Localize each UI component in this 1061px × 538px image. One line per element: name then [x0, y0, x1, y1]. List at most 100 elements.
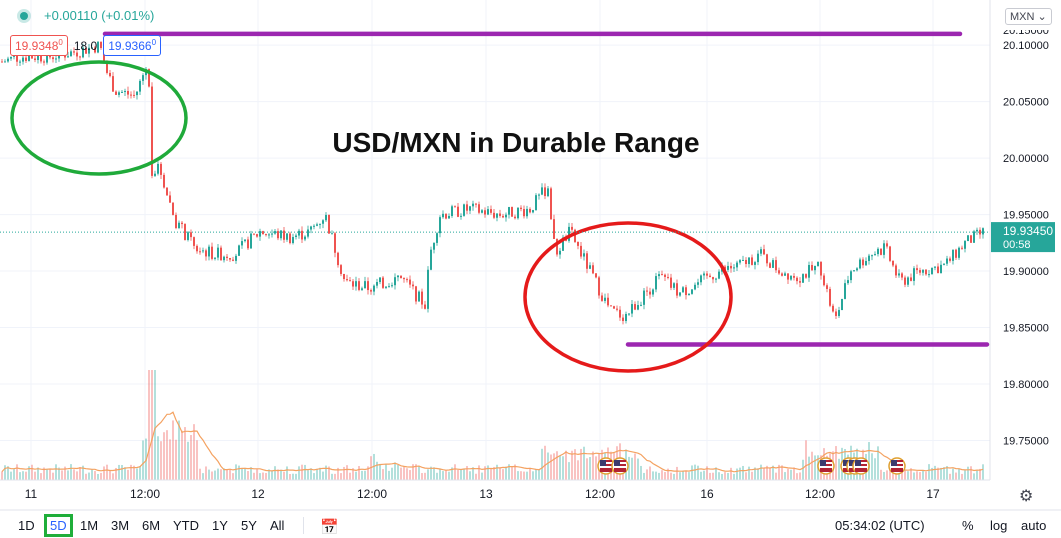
- volume-bar: [358, 466, 360, 480]
- candle-body: [868, 255, 870, 261]
- volume-bar: [361, 470, 363, 480]
- candle-body: [205, 250, 207, 257]
- candle-body: [355, 281, 357, 287]
- candle-body: [529, 208, 531, 213]
- volume-bar: [337, 467, 339, 480]
- us-flag-event-icon[interactable]: [597, 457, 615, 475]
- volume-bar: [922, 470, 924, 480]
- volume-bar: [745, 472, 747, 480]
- candle-body: [346, 279, 348, 281]
- candle-body: [82, 47, 84, 58]
- volume-bar: [763, 467, 765, 480]
- candle-body: [811, 265, 813, 271]
- candle-body: [322, 220, 324, 224]
- candle-body: [331, 233, 333, 235]
- flag-canton: [855, 460, 861, 466]
- candle-body: [367, 281, 369, 291]
- timeframe-5d[interactable]: 5D: [44, 514, 73, 537]
- candle-body: [112, 76, 114, 92]
- x-tick-label: 11: [25, 487, 38, 501]
- volume-bar: [421, 473, 423, 480]
- y-tick-label: 20.00000: [1003, 153, 1049, 165]
- us-flag-event-icon[interactable]: [888, 457, 906, 475]
- candle-body: [601, 295, 603, 301]
- volume-bar: [706, 466, 708, 480]
- auto-toggle[interactable]: auto: [1021, 518, 1047, 533]
- currency-dropdown[interactable]: MXN ⌄: [1005, 8, 1052, 25]
- volume-bar: [946, 466, 948, 480]
- candle-body: [970, 235, 972, 243]
- candle-body: [580, 245, 582, 257]
- volume-bar: [355, 471, 357, 480]
- us-flag-event-icon[interactable]: [852, 457, 870, 475]
- volume-bar: [883, 471, 885, 480]
- timeframe-6m[interactable]: 6M: [142, 518, 161, 533]
- volume-bar: [301, 464, 303, 480]
- us-flag-event-icon[interactable]: [611, 457, 629, 475]
- candle-body: [421, 291, 423, 305]
- volume-bar: [352, 468, 354, 480]
- candle-body: [526, 208, 528, 217]
- candle-body: [394, 277, 396, 286]
- volume-bar: [304, 464, 306, 480]
- candle-body: [523, 209, 525, 217]
- timeframe-1m[interactable]: 1M: [80, 518, 99, 533]
- sell-button[interactable]: 19.93480: [10, 35, 68, 56]
- economic-event-icons[interactable]: [597, 457, 906, 475]
- chart-title: USD/MXN in Durable Range: [332, 127, 699, 158]
- candle-body: [151, 86, 153, 176]
- volume-bar: [499, 467, 501, 480]
- volume-bar: [502, 469, 504, 480]
- timeframe-5y[interactable]: 5Y: [241, 518, 257, 533]
- volume-bar: [442, 471, 444, 480]
- volume-bar: [367, 466, 369, 480]
- settings-gear-icon[interactable]: ⚙: [1019, 488, 1034, 505]
- us-flag-event-icon[interactable]: [817, 457, 835, 475]
- candle-body: [907, 277, 909, 285]
- volume-bar: [52, 472, 54, 480]
- volume-bar: [811, 451, 813, 480]
- candle-body: [673, 283, 675, 288]
- buy-button[interactable]: 19.93660: [103, 35, 162, 56]
- candlesticks: [1, 41, 984, 325]
- candle-body: [190, 232, 192, 238]
- volume-bar: [193, 424, 195, 480]
- candle-body: [499, 213, 501, 216]
- candle-body: [217, 247, 219, 258]
- candle-body: [34, 58, 36, 61]
- volume-bar: [592, 451, 594, 480]
- volume-bar: [493, 466, 495, 480]
- volume-bar: [127, 469, 129, 480]
- candle-body: [136, 91, 138, 96]
- volume-bar: [379, 463, 381, 480]
- candle-body: [661, 274, 663, 276]
- candle-body: [31, 55, 33, 59]
- volume-bar: [718, 472, 720, 480]
- date-range-icon[interactable]: 📅: [320, 519, 339, 536]
- candle-body: [97, 41, 99, 53]
- candle-body: [202, 250, 204, 252]
- candle-body: [157, 163, 159, 174]
- candle-body: [424, 304, 426, 309]
- candle-body: [817, 262, 819, 267]
- log-toggle[interactable]: log: [990, 518, 1008, 533]
- candle-body: [46, 50, 48, 63]
- timeframe-ytd[interactable]: YTD: [173, 518, 199, 533]
- candle-body: [43, 61, 45, 63]
- candle-body: [361, 288, 363, 290]
- percent-toggle[interactable]: %: [962, 518, 974, 533]
- annotation-ellipses: [10, 60, 733, 373]
- timeframe-3m[interactable]: 3M: [111, 518, 130, 533]
- volume-bar: [55, 464, 57, 480]
- volume-bar: [163, 432, 165, 480]
- candle-body: [805, 274, 807, 278]
- candle-body: [397, 275, 399, 278]
- timeframe-1d[interactable]: 1D: [18, 518, 35, 533]
- candle-body: [130, 94, 132, 96]
- timeframe-all[interactable]: All: [270, 518, 285, 533]
- timeframe-1y[interactable]: 1Y: [212, 518, 228, 533]
- candle-body: [37, 55, 39, 61]
- volume-bar: [229, 469, 231, 480]
- candle-body: [508, 207, 510, 215]
